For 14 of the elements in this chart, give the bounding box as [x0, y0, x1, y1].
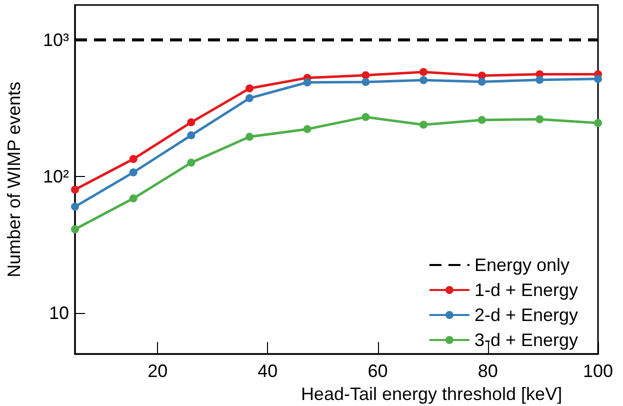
x-axis-title: Head-Tail energy threshold [keV]	[300, 384, 562, 404]
y-tick-label: 10	[48, 302, 69, 323]
y-tick-label: 10²	[42, 166, 70, 186]
x-tick-label: 80	[478, 361, 498, 381]
x-tick-label: 40	[258, 361, 278, 381]
legend-label: 3-d + Energy	[474, 330, 578, 350]
legend-label: 2-d + Energy	[474, 305, 578, 325]
x-tick-label: 100	[582, 361, 614, 381]
y-tick-label: 10³	[42, 30, 70, 50]
x-tick-label: 20	[148, 361, 168, 381]
legend-label: 1-d + Energy	[474, 280, 578, 300]
legend-label: Energy only	[474, 255, 570, 275]
y-axis-title: Number of WIMP events	[4, 82, 24, 278]
x-tick-label: 60	[368, 361, 388, 381]
